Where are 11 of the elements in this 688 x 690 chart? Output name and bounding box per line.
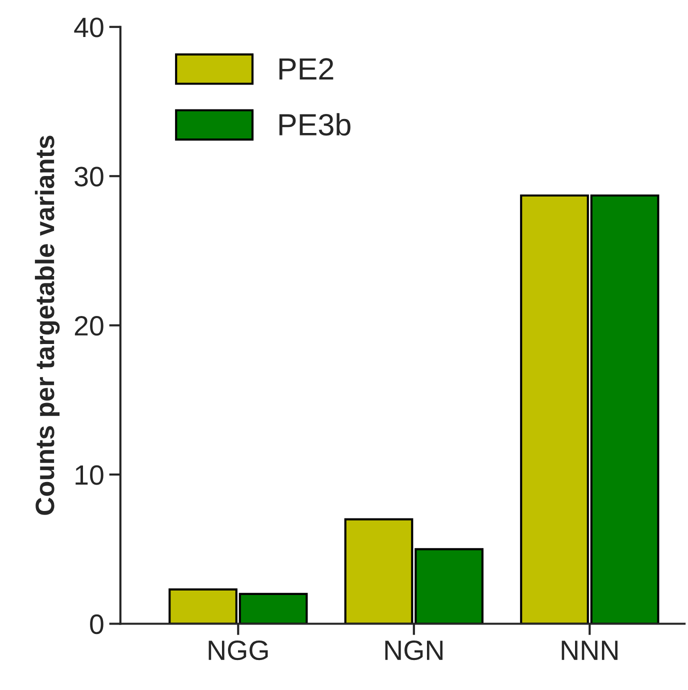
y-tick-label: 30 (74, 166, 104, 186)
x-tick-label: NGG (208, 640, 268, 660)
y-axis-title: Counts per targetable variants (34, 136, 60, 515)
y-tick-label: 20 (74, 316, 104, 336)
y-tick-label: 40 (74, 18, 104, 38)
x-tick-label: NNN (562, 640, 618, 660)
x-tick-label: NGN (385, 640, 442, 660)
y-tick-label: 10 (76, 465, 104, 485)
y-tick-label: 0 (90, 614, 104, 634)
legend-label: PE2 (279, 58, 334, 80)
legend-label: PE3b (279, 113, 350, 136)
